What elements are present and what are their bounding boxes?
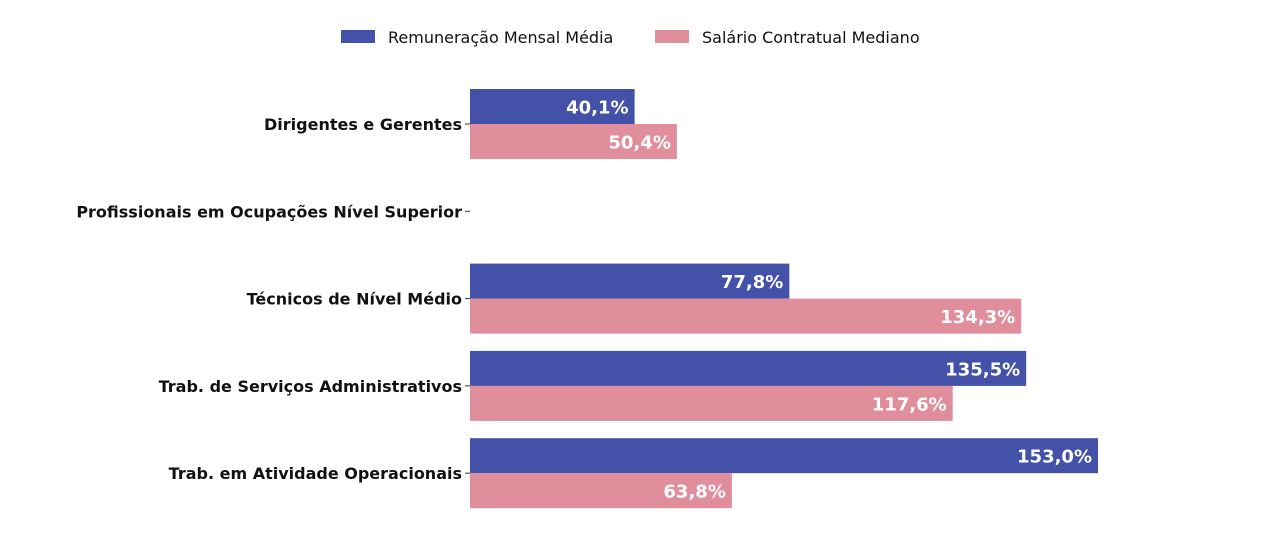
- category-label: Trab. de Serviços Administrativos: [159, 377, 462, 396]
- bar-value-label: 134,3%: [940, 307, 1015, 328]
- bar-value-label: 153,0%: [1017, 447, 1092, 468]
- bar-value-label: 117,6%: [872, 394, 947, 415]
- bar-value-label: 40,1%: [566, 98, 628, 119]
- bar-value-label: 50,4%: [608, 133, 670, 154]
- bar-series-1: [470, 263, 790, 299]
- legend-swatch-2: [655, 30, 689, 43]
- bar-series-1: [470, 438, 1098, 474]
- category-axis: Dirigentes e Gerentes Profissionais em Oc…: [76, 115, 470, 483]
- bar-series-2: [470, 298, 1022, 334]
- legend-label-1: Remuneração Mensal Média: [388, 28, 613, 47]
- legend-label-2: Salário Contratual Mediano: [702, 28, 920, 47]
- bar-series-2: [470, 473, 732, 509]
- category-label: Técnicos de Nível Médio: [247, 290, 462, 309]
- category-label: Profissionais em Ocupações Nível Superio…: [76, 202, 462, 221]
- bar-series-2: [470, 124, 677, 159]
- bar-value-label: 135,5%: [945, 359, 1020, 380]
- bar-value-label: 77,8%: [721, 272, 783, 293]
- bar-series-1: [470, 350, 1027, 386]
- bars: 40,1% 50,4% 77,8% 134,3% 135,5% 117,6% 153,0% 6…: [470, 89, 1098, 509]
- category-label: Trab. em Atividade Operacionais: [169, 464, 462, 483]
- bar-series-2: [470, 385, 953, 421]
- bar-series-1: [470, 89, 635, 124]
- legend-swatch-1: [341, 30, 375, 43]
- legend: Remuneração Mensal Média Salário Contratu…: [341, 28, 920, 47]
- bar-value-label: 63,8%: [663, 482, 725, 503]
- category-label: Dirigentes e Gerentes: [264, 115, 462, 134]
